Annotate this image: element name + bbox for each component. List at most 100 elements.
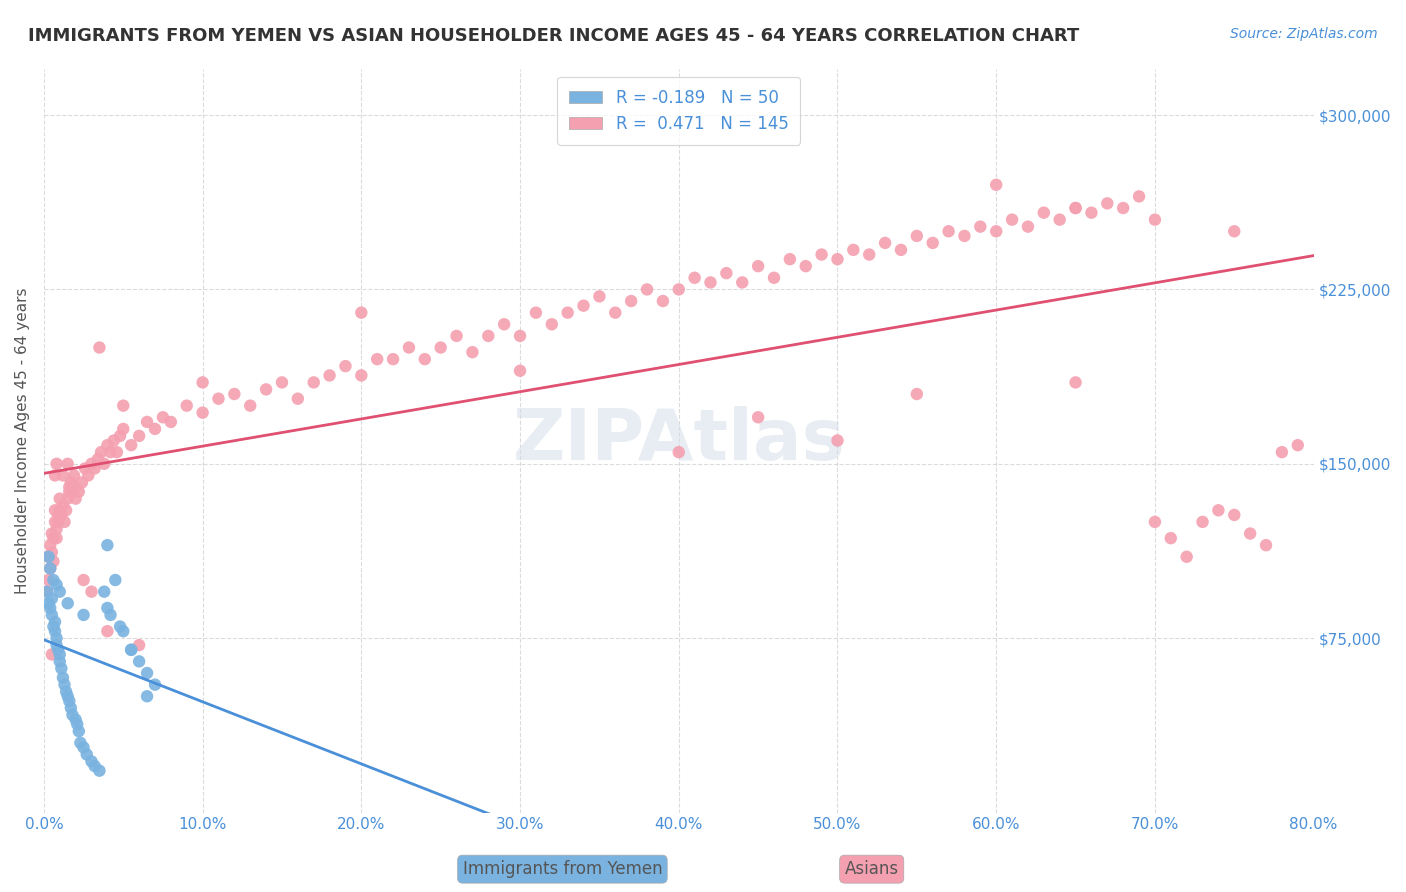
Point bbox=[96, 601, 118, 615]
Point bbox=[120, 642, 142, 657]
Point bbox=[120, 642, 142, 657]
Point bbox=[1191, 515, 1213, 529]
Point bbox=[136, 666, 159, 681]
Point bbox=[112, 624, 135, 639]
Point bbox=[747, 259, 769, 273]
Point bbox=[524, 306, 547, 320]
Point bbox=[96, 438, 118, 452]
Point bbox=[318, 368, 340, 383]
Point bbox=[41, 591, 63, 606]
Point bbox=[1239, 526, 1261, 541]
Point bbox=[44, 468, 66, 483]
Point bbox=[39, 561, 62, 575]
Point bbox=[207, 392, 229, 406]
Point bbox=[66, 717, 89, 731]
Point bbox=[1208, 503, 1230, 517]
Point bbox=[1128, 189, 1150, 203]
Point bbox=[103, 434, 125, 448]
Point bbox=[509, 329, 531, 343]
Point bbox=[105, 445, 128, 459]
Point bbox=[128, 429, 150, 443]
Point bbox=[44, 615, 66, 629]
Point bbox=[1160, 531, 1182, 545]
Point bbox=[779, 252, 801, 267]
Point bbox=[905, 228, 928, 243]
Point bbox=[39, 538, 62, 552]
Point bbox=[128, 654, 150, 668]
Point bbox=[731, 276, 754, 290]
Point bbox=[572, 299, 595, 313]
Point bbox=[827, 434, 849, 448]
Point bbox=[42, 573, 65, 587]
Point bbox=[1064, 201, 1087, 215]
Point bbox=[120, 438, 142, 452]
Point bbox=[83, 759, 105, 773]
Point bbox=[52, 499, 75, 513]
Point bbox=[1017, 219, 1039, 234]
Point bbox=[1001, 212, 1024, 227]
Point bbox=[335, 359, 357, 373]
Point bbox=[51, 661, 73, 675]
Point bbox=[1112, 201, 1135, 215]
Point bbox=[38, 596, 60, 610]
Point bbox=[80, 584, 103, 599]
Point bbox=[67, 724, 90, 739]
Point bbox=[69, 736, 91, 750]
Point bbox=[35, 584, 58, 599]
Point bbox=[540, 318, 562, 332]
Point bbox=[49, 491, 72, 506]
Point bbox=[42, 531, 65, 545]
Point bbox=[72, 607, 94, 622]
Point bbox=[494, 318, 516, 332]
Point bbox=[38, 549, 60, 564]
Point bbox=[87, 452, 110, 467]
Point bbox=[858, 247, 880, 261]
Point bbox=[56, 491, 79, 506]
Point bbox=[45, 531, 67, 545]
Point bbox=[55, 503, 77, 517]
Point bbox=[42, 619, 65, 633]
Point bbox=[62, 707, 84, 722]
Point bbox=[160, 415, 183, 429]
Point bbox=[152, 410, 174, 425]
Point bbox=[651, 293, 673, 308]
Point bbox=[89, 341, 111, 355]
Point bbox=[890, 243, 912, 257]
Point bbox=[46, 642, 69, 657]
Point bbox=[53, 515, 76, 529]
Point bbox=[136, 415, 159, 429]
Point bbox=[1143, 212, 1166, 227]
Point bbox=[44, 624, 66, 639]
Point bbox=[810, 247, 832, 261]
Point bbox=[446, 329, 468, 343]
Point bbox=[77, 468, 100, 483]
Point bbox=[45, 577, 67, 591]
Point bbox=[56, 596, 79, 610]
Point bbox=[80, 457, 103, 471]
Point bbox=[143, 422, 166, 436]
Point bbox=[986, 224, 1008, 238]
Point bbox=[986, 178, 1008, 192]
Point bbox=[93, 584, 115, 599]
Point bbox=[176, 399, 198, 413]
Point bbox=[63, 468, 86, 483]
Point bbox=[67, 484, 90, 499]
Point bbox=[44, 515, 66, 529]
Point bbox=[52, 671, 75, 685]
Point bbox=[76, 747, 98, 762]
Point bbox=[747, 410, 769, 425]
Point bbox=[287, 392, 309, 406]
Point bbox=[42, 554, 65, 568]
Point bbox=[509, 364, 531, 378]
Text: Source: ZipAtlas.com: Source: ZipAtlas.com bbox=[1230, 27, 1378, 41]
Point bbox=[72, 740, 94, 755]
Point bbox=[58, 694, 80, 708]
Point bbox=[100, 445, 122, 459]
Point bbox=[45, 457, 67, 471]
Point bbox=[302, 376, 325, 390]
Point bbox=[668, 445, 690, 459]
Legend: R = -0.189   N = 50, R =  0.471   N = 145: R = -0.189 N = 50, R = 0.471 N = 145 bbox=[557, 77, 800, 145]
Point bbox=[1254, 538, 1277, 552]
Point bbox=[191, 406, 214, 420]
Point bbox=[108, 429, 131, 443]
